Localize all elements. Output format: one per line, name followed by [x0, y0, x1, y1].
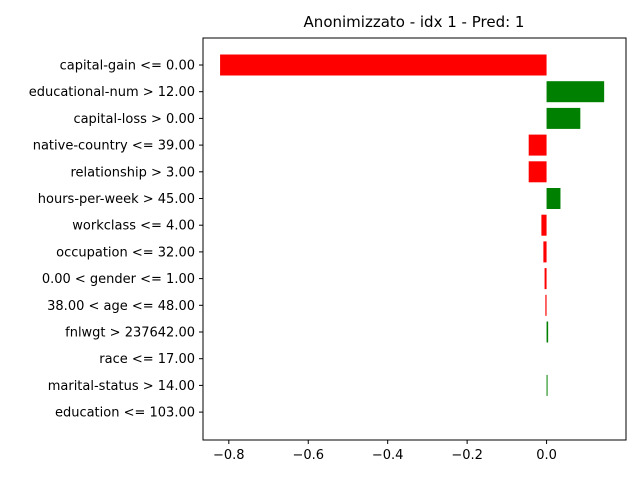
y-tick-label: 0.00 < gender <= 1.00: [42, 272, 195, 287]
bar-8: [544, 268, 547, 290]
bars: [220, 54, 605, 396]
axes-frame: [202, 37, 627, 441]
x-tick-label: −0.8: [213, 448, 245, 463]
y-tick-label: workclass <= 4.00: [72, 219, 195, 234]
y-tick-label: relationship > 3.00: [70, 165, 195, 180]
bar-1: [546, 81, 605, 103]
y-tick-label: capital-gain <= 0.00: [60, 59, 195, 74]
bar-6: [541, 214, 547, 236]
y-tick-label: marital-status > 14.00: [48, 379, 195, 394]
x-tick-label: −0.6: [292, 448, 324, 463]
x-tick-label: 0.0: [536, 448, 557, 463]
y-tick-label: capital-loss > 0.00: [73, 112, 195, 127]
x-axis: −0.8 −0.6 −0.4 −0.2 0.0: [213, 440, 557, 463]
bar-0: [220, 54, 547, 76]
bar-7: [543, 241, 547, 263]
chart-title: Anonimizzato - idx 1 - Pred: 1: [304, 13, 525, 31]
bar-12: [546, 374, 548, 396]
bar-10: [546, 321, 549, 343]
y-axis: capital-gain <= 0.00 educational-num > 12…: [29, 59, 203, 421]
y-tick-label: native-country <= 39.00: [33, 139, 195, 154]
bar-4: [528, 161, 547, 183]
y-tick-label: educational-num > 12.00: [29, 85, 195, 100]
bar-5: [546, 188, 561, 209]
y-tick-label: 38.00 < age <= 48.00: [47, 299, 195, 314]
x-tick-label: −0.2: [451, 448, 483, 463]
y-tick-label: race <= 17.00: [99, 352, 195, 367]
y-tick-label: fnlwgt > 237642.00: [65, 326, 195, 341]
bar-9: [545, 294, 547, 316]
y-tick-label: hours-per-week > 45.00: [38, 192, 195, 207]
x-tick-label: −0.4: [372, 448, 404, 463]
y-tick-label: occupation <= 32.00: [56, 245, 195, 260]
bar-3: [528, 134, 547, 156]
bar-2: [546, 107, 581, 129]
y-tick-label: education <= 103.00: [55, 406, 195, 421]
